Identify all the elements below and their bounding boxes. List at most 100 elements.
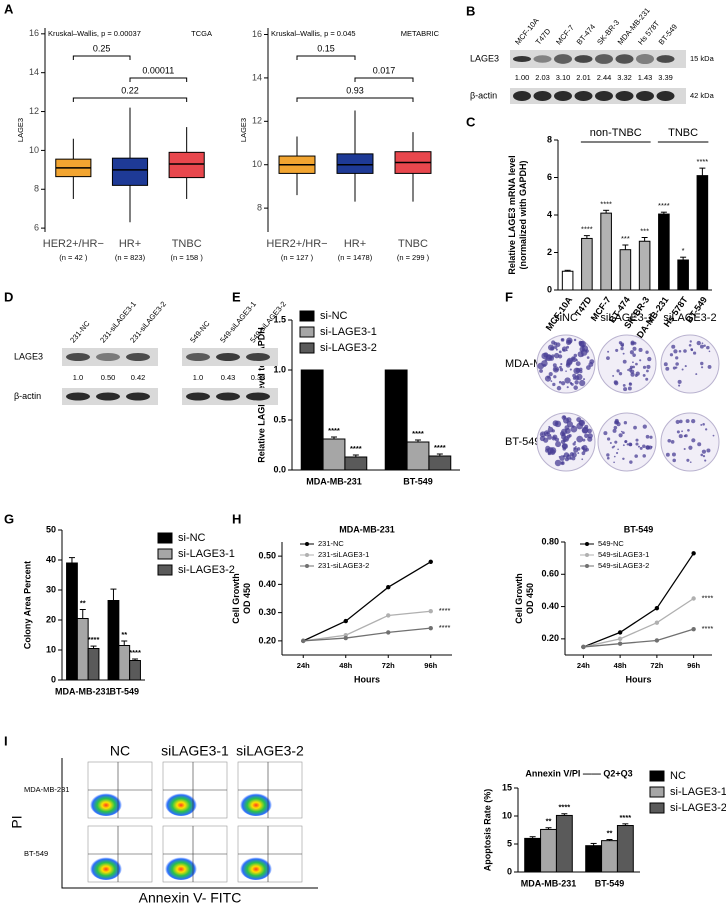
n-label: (n = 299 ): [397, 253, 430, 262]
legend-swatch: [157, 548, 173, 560]
colony: [667, 439, 672, 443]
colony: [548, 372, 553, 377]
point: [386, 613, 391, 618]
y-axis-label: PI: [9, 815, 25, 828]
y-tick-label: 0.60: [541, 569, 559, 579]
colony: [554, 459, 562, 467]
bar: [428, 455, 452, 471]
colony: [678, 434, 683, 439]
colony: [566, 362, 570, 366]
significance: **: [546, 817, 552, 826]
blot-band: [246, 392, 270, 401]
blot-band: [636, 91, 654, 101]
colony: [581, 451, 586, 456]
colony: [565, 438, 568, 441]
colony: [556, 385, 562, 391]
panel-label: F: [505, 289, 513, 304]
colony: [624, 440, 628, 444]
chart-title: BT-549: [624, 524, 654, 534]
bar: [581, 237, 593, 291]
colony: [613, 461, 615, 464]
panel-label: B: [466, 3, 475, 18]
y-tick-label: 0.30: [258, 607, 276, 617]
y-tick-label: 0.20: [258, 635, 276, 645]
x-tick-label: 72h: [650, 661, 663, 670]
colony: [575, 359, 578, 362]
colony: [545, 445, 551, 451]
x-tick-label: MDA-MB-231: [521, 878, 577, 888]
y-axis-label: Cell Growth: [514, 573, 524, 624]
legend-label: NC: [670, 770, 686, 782]
comparison-bracket: [296, 97, 414, 102]
colony: [639, 446, 643, 450]
legend-marker: [305, 564, 309, 568]
bar: [66, 562, 78, 681]
chart-title: MDA-MB-231: [339, 524, 395, 534]
colony: [618, 433, 623, 438]
quant: 1.0: [193, 373, 203, 382]
quant: 0.43: [221, 373, 236, 382]
colony: [551, 429, 555, 433]
colony: [629, 443, 633, 447]
colony: [558, 354, 563, 359]
chart-title: Kruskal–Wallis, p = 0.00037: [48, 29, 141, 38]
colony: [560, 362, 563, 366]
colony: [547, 434, 552, 440]
blot-band: [216, 392, 240, 401]
comparison-p: 0.15: [317, 43, 335, 53]
colony: [623, 387, 628, 392]
x-axis-label: Hours: [354, 674, 380, 684]
bar: [638, 240, 651, 291]
legend-label: si-NC: [178, 532, 206, 544]
point: [428, 625, 433, 631]
x-tick-label: HR+: [119, 238, 141, 250]
y-tick-label: 8: [34, 184, 39, 194]
chart-tag: TCGA: [191, 29, 212, 38]
colony: [690, 348, 694, 352]
colony: [684, 434, 688, 438]
colony: [669, 353, 674, 357]
legend-swatch: [299, 310, 315, 322]
plate: [660, 334, 720, 394]
significance: **: [607, 829, 613, 838]
point: [654, 638, 660, 643]
y-tick-label: 30: [46, 584, 56, 594]
colony: [561, 381, 566, 386]
blot-band: [574, 91, 593, 101]
n-label: (n = 823): [115, 253, 146, 262]
x-tick-label: 72h: [382, 661, 395, 670]
colony: [696, 340, 701, 346]
colony: [678, 349, 682, 353]
colony: [630, 367, 632, 370]
colony: [679, 419, 683, 424]
comparison-p: 0.017: [373, 65, 396, 75]
y-axis-label: LAGE3: [16, 118, 25, 142]
legend-label: 231-siLAGE3-1: [318, 550, 369, 559]
colony: [561, 338, 563, 341]
colony: [699, 344, 704, 349]
blot-band: [66, 353, 90, 361]
colony: [573, 385, 578, 390]
y-axis-label: LAGE3: [239, 118, 248, 142]
legend-marker: [585, 553, 589, 557]
flow-axes: [61, 758, 318, 889]
colony: [620, 346, 624, 351]
y-axis-label: Apoptosis Rate (%): [482, 789, 492, 872]
series-line: [302, 561, 432, 642]
flow-cloud: [165, 856, 197, 880]
colony: [670, 440, 675, 444]
lane-label: T47D: [534, 26, 553, 46]
y-tick-label: 4: [547, 209, 552, 219]
colony: [632, 365, 635, 369]
colony: [573, 367, 580, 375]
colony: [629, 460, 633, 464]
colony: [575, 445, 577, 448]
colony: [543, 352, 549, 358]
panel-label: C: [466, 114, 476, 129]
colony: [582, 447, 585, 450]
colony: [569, 382, 573, 385]
colony: [549, 449, 556, 456]
y-tick-label: 12: [29, 106, 39, 116]
size-label: 42 kDa: [690, 91, 715, 100]
